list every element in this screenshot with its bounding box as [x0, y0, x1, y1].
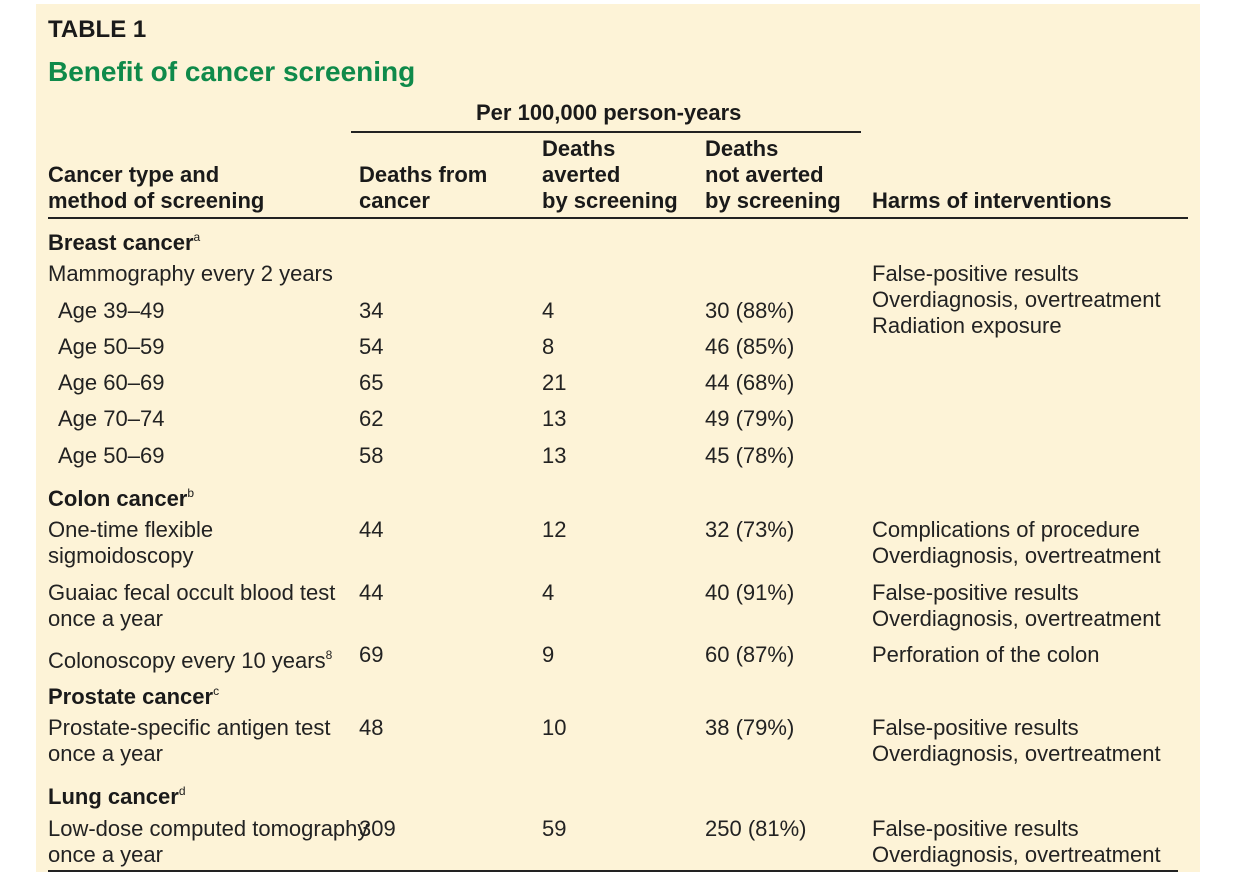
- table-panel: TABLE 1 Benefit of cancer screening Per …: [36, 4, 1200, 872]
- section-lung-cancer: Lung cancerd: [48, 784, 186, 809]
- section-prostate-cancer: Prostate cancerc: [48, 684, 220, 709]
- table-cell-deaths: 44: [359, 580, 384, 605]
- header-harms: Harms of interventions: [872, 188, 1112, 213]
- breast-harms: False-positive results Overdiagnosis, ove…: [872, 261, 1161, 338]
- table-cell-not-averted: 49 (79%): [705, 406, 795, 431]
- table-cell-deaths: 44: [359, 517, 384, 542]
- table-cell-averted: 9: [542, 642, 555, 667]
- colon-method-fobt: Guaiac fecal occult blood test once a yea…: [48, 580, 336, 631]
- table-cell-averted: 4: [542, 580, 555, 605]
- table-cell-averted: 8: [542, 334, 555, 359]
- lung-method: Low-dose computed tomography once a year: [48, 816, 369, 867]
- table-cell-harms: False-positive results Overdiagnosis, ove…: [872, 715, 1161, 766]
- header-deaths-averted: Deaths averted by screening: [542, 136, 678, 213]
- bottom-rule: [48, 870, 1178, 872]
- table-cell-harms: False-positive results Overdiagnosis, ove…: [872, 580, 1161, 631]
- table-cell-deaths: 48: [359, 715, 384, 740]
- table-cell-averted: 4: [542, 298, 555, 323]
- colon-method-sigmoidoscopy: One-time flexible sigmoidoscopy: [48, 517, 214, 568]
- table-cell-harms: False-positive results Overdiagnosis, ove…: [872, 816, 1161, 867]
- table-cell-not-averted: 46 (85%): [705, 334, 795, 359]
- section-breast-cancer: Breast cancera: [48, 230, 201, 255]
- table-cell-harms: Perforation of the colon: [872, 642, 1100, 667]
- section-colon-cancer: Colon cancerb: [48, 486, 195, 511]
- table-row-age: Age 50–69: [58, 443, 165, 468]
- table-cell-not-averted: 44 (68%): [705, 370, 795, 395]
- table-row-age: Age 39–49: [58, 298, 165, 323]
- table-cell-harms: Complications of procedure Overdiagnosis,…: [872, 517, 1161, 568]
- table-label: TABLE 1: [48, 16, 147, 43]
- table-cell-not-averted: 60 (87%): [705, 642, 795, 667]
- header-cancer-type: Cancer type and method of screening: [48, 162, 265, 213]
- table-cell-deaths: 58: [359, 443, 384, 468]
- table-cell-deaths: 54: [359, 334, 384, 359]
- header-deaths-from-cancer: Deaths from cancer: [359, 162, 488, 213]
- table-cell-deaths: 309: [359, 816, 396, 841]
- table-cell-not-averted: 30 (88%): [705, 298, 795, 323]
- table-row-age: Age 50–59: [58, 334, 165, 359]
- colon-method-colonoscopy: Colonoscopy every 10 years8: [48, 648, 333, 673]
- table-cell-not-averted: 40 (91%): [705, 580, 795, 605]
- table-title: Benefit of cancer screening: [48, 56, 416, 87]
- table-cell-not-averted: 250 (81%): [705, 816, 807, 841]
- table-cell-not-averted: 45 (78%): [705, 443, 795, 468]
- table-cell-averted: 13: [542, 406, 567, 431]
- table-cell-not-averted: 38 (79%): [705, 715, 795, 740]
- table-cell-not-averted: 32 (73%): [705, 517, 795, 542]
- table-row-age: Age 70–74: [58, 406, 165, 431]
- table-cell-averted: 10: [542, 715, 567, 740]
- table-cell-averted: 21: [542, 370, 567, 395]
- header-deaths-not-averted: Deaths not averted by screening: [705, 136, 841, 213]
- breast-method: Mammography every 2 years: [48, 261, 333, 286]
- table-cell-averted: 12: [542, 517, 567, 542]
- column-group-rule: [351, 131, 861, 133]
- table-cell-averted: 13: [542, 443, 567, 468]
- table-cell-deaths: 62: [359, 406, 384, 431]
- table-cell-averted: 59: [542, 816, 567, 841]
- table-cell-deaths: 69: [359, 642, 384, 667]
- table-cell-deaths: 34: [359, 298, 384, 323]
- table-row-age: Age 60–69: [58, 370, 165, 395]
- prostate-method: Prostate-specific antigen test once a yea…: [48, 715, 331, 766]
- header-rule: [48, 217, 1188, 219]
- table-cell-deaths: 65: [359, 370, 384, 395]
- column-group-header: Per 100,000 person-years: [476, 100, 742, 125]
